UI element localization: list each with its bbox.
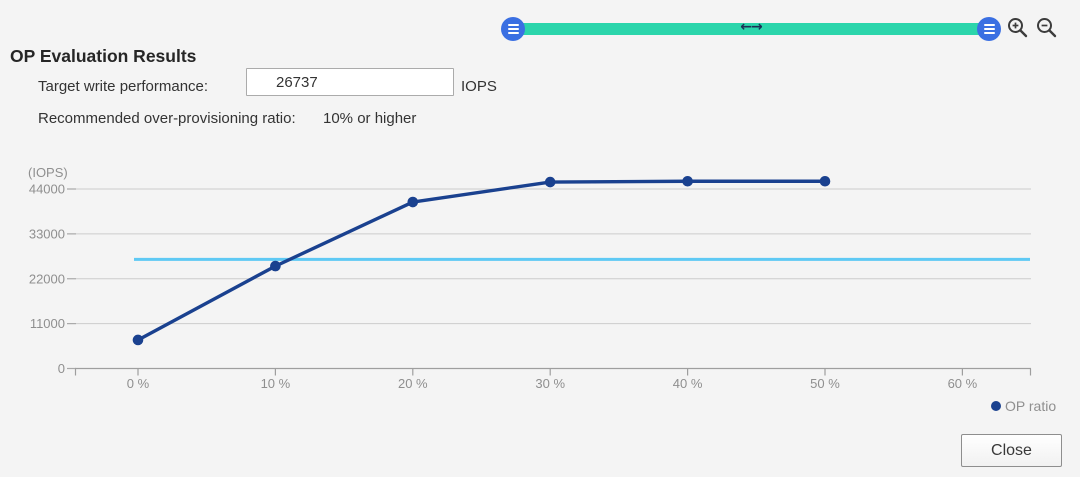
data-point [270, 260, 281, 272]
data-point [544, 176, 556, 188]
y-tick-label: 22000 [29, 271, 65, 286]
y-tick-label: 11000 [30, 316, 65, 331]
magnifier-minus-icon [1037, 18, 1057, 38]
data-point [682, 175, 693, 187]
slider-track[interactable] [513, 23, 989, 35]
y-tick-label: 44000 [29, 182, 65, 197]
x-tick-label: 50 % [810, 376, 840, 391]
x-tick-label: 0 % [127, 376, 150, 391]
series-line [136, 179, 827, 342]
y-tick-label: 33000 [29, 226, 65, 241]
x-tick-label: 60 % [948, 376, 978, 391]
slider-handle-right[interactable] [977, 17, 1001, 41]
zoom-out-button[interactable] [1035, 16, 1059, 40]
x-tick-label: 10 % [261, 376, 291, 391]
iops-unit-label: IOPS [461, 78, 497, 95]
slider-handle-left[interactable] [501, 17, 525, 41]
y-axis-unit-label: (IOPS) [28, 165, 68, 180]
recommended-ratio-value: 10% or higher [323, 110, 417, 127]
data-point [819, 175, 831, 187]
x-tick-label: 30 % [535, 376, 565, 391]
magnifier-plus-icon [1008, 18, 1028, 38]
target-write-performance-input[interactable] [246, 68, 454, 96]
target-write-performance-label: Target write performance: [38, 78, 209, 95]
resize-arrows-icon: ←→ [740, 19, 762, 35]
close-button[interactable]: Close [961, 434, 1062, 467]
legend-label: OP ratio [1005, 398, 1056, 414]
y-tick-label: 0 [58, 361, 65, 376]
legend-marker [991, 401, 1001, 411]
data-point [407, 196, 419, 208]
x-tick-label: 20 % [398, 376, 428, 391]
recommended-ratio-label: Recommended over-provisioning ratio: [38, 110, 296, 127]
x-tick-label: 40 % [673, 376, 703, 391]
zoom-in-button[interactable] [1006, 16, 1030, 40]
data-point [132, 334, 144, 346]
page-title: OP Evaluation Results [10, 46, 197, 66]
